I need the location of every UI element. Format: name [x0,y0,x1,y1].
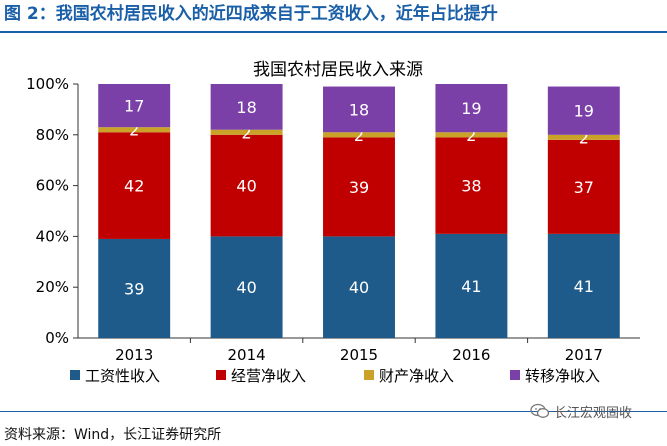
bar-segment [210,134,283,237]
bar-segment [98,84,171,128]
bar-segment [323,236,395,338]
data-label: 19 [461,99,481,118]
figure-caption: 图 2：我国农村居民收入的近四成来自于工资收入，近年占比提升 [4,4,498,24]
bar-segment [547,139,620,234]
data-label: 17 [124,97,144,116]
y-tick-label: 100% [26,75,69,93]
data-label: 2 [242,123,252,142]
y-tick-label: 80% [36,126,69,144]
x-tick-label: 2014 [228,346,266,364]
bar-segment [435,233,508,338]
legend-label: 经营净收入 [231,367,306,385]
footer-divider [0,411,667,412]
bar-segment [435,84,508,133]
data-label: 41 [461,277,481,296]
x-axis: 2013 2014 2015 2016 2017 [78,337,640,364]
legend-swatch [216,370,226,380]
y-tick-label: 0% [45,329,69,347]
source-note: 资料来源：Wind，长江证券研究所 [4,427,222,443]
bar-segment [98,238,171,338]
data-label: 40 [349,278,369,297]
data-label: 18 [349,100,369,119]
data-label: 18 [236,98,256,117]
legend-swatch [70,370,80,380]
header-divider [0,31,667,33]
x-tick-label: 2013 [115,346,153,364]
legend-label: 转移净收入 [525,367,600,385]
bar-segment [210,236,283,338]
watermark: 长江宏观固收 [530,400,632,422]
bar-segment [210,84,283,130]
bar-segment [323,137,395,237]
data-label: 42 [124,177,144,196]
data-label: 39 [124,279,144,298]
bar-segment [323,132,395,138]
legend-label: 财产净收入 [379,367,454,385]
bar-segment [435,137,508,234]
data-label: 2 [579,128,589,147]
x-tick-label: 2017 [565,346,603,364]
data-label: 2 [354,126,364,145]
bar-segment [547,233,620,338]
y-tick-label: 40% [36,227,69,245]
data-label: 41 [574,277,594,296]
legend: 工资性收入 经营净收入 财产净收入 转移净收入 [70,367,600,385]
bar-segment [98,127,171,133]
data-label: 39 [349,178,369,197]
bars-group: 39 42 2 17 40 40 2 18 40 39 2 18 41 38 2 19 41 37 2 19 [98,84,620,338]
y-axis: 0% 20% 40% 60% 80% 100% [26,75,79,347]
legend-swatch [510,370,520,380]
wechat-icon [530,403,550,418]
bar-segment [547,86,620,135]
chart-title: 我国农村居民收入来源 [253,60,423,80]
data-label: 19 [574,102,594,121]
x-tick-label: 2016 [452,346,490,364]
y-tick-label: 60% [36,177,69,195]
bar-segment [435,132,508,138]
x-tick-label: 2015 [340,346,378,364]
bar-segment [547,134,620,140]
legend-swatch [364,370,374,380]
y-tick-label: 20% [36,278,69,296]
bar-segment [210,129,283,135]
legend-label: 工资性收入 [85,367,160,385]
data-label: 2 [129,121,139,140]
data-label: 2 [466,126,476,145]
data-label: 37 [574,178,594,197]
watermark-text: 长江宏观固收 [554,405,633,421]
bar-segment [323,86,395,133]
data-label: 38 [461,177,481,196]
data-label: 40 [236,278,256,297]
data-label: 40 [236,177,256,196]
bar-segment [98,132,171,239]
